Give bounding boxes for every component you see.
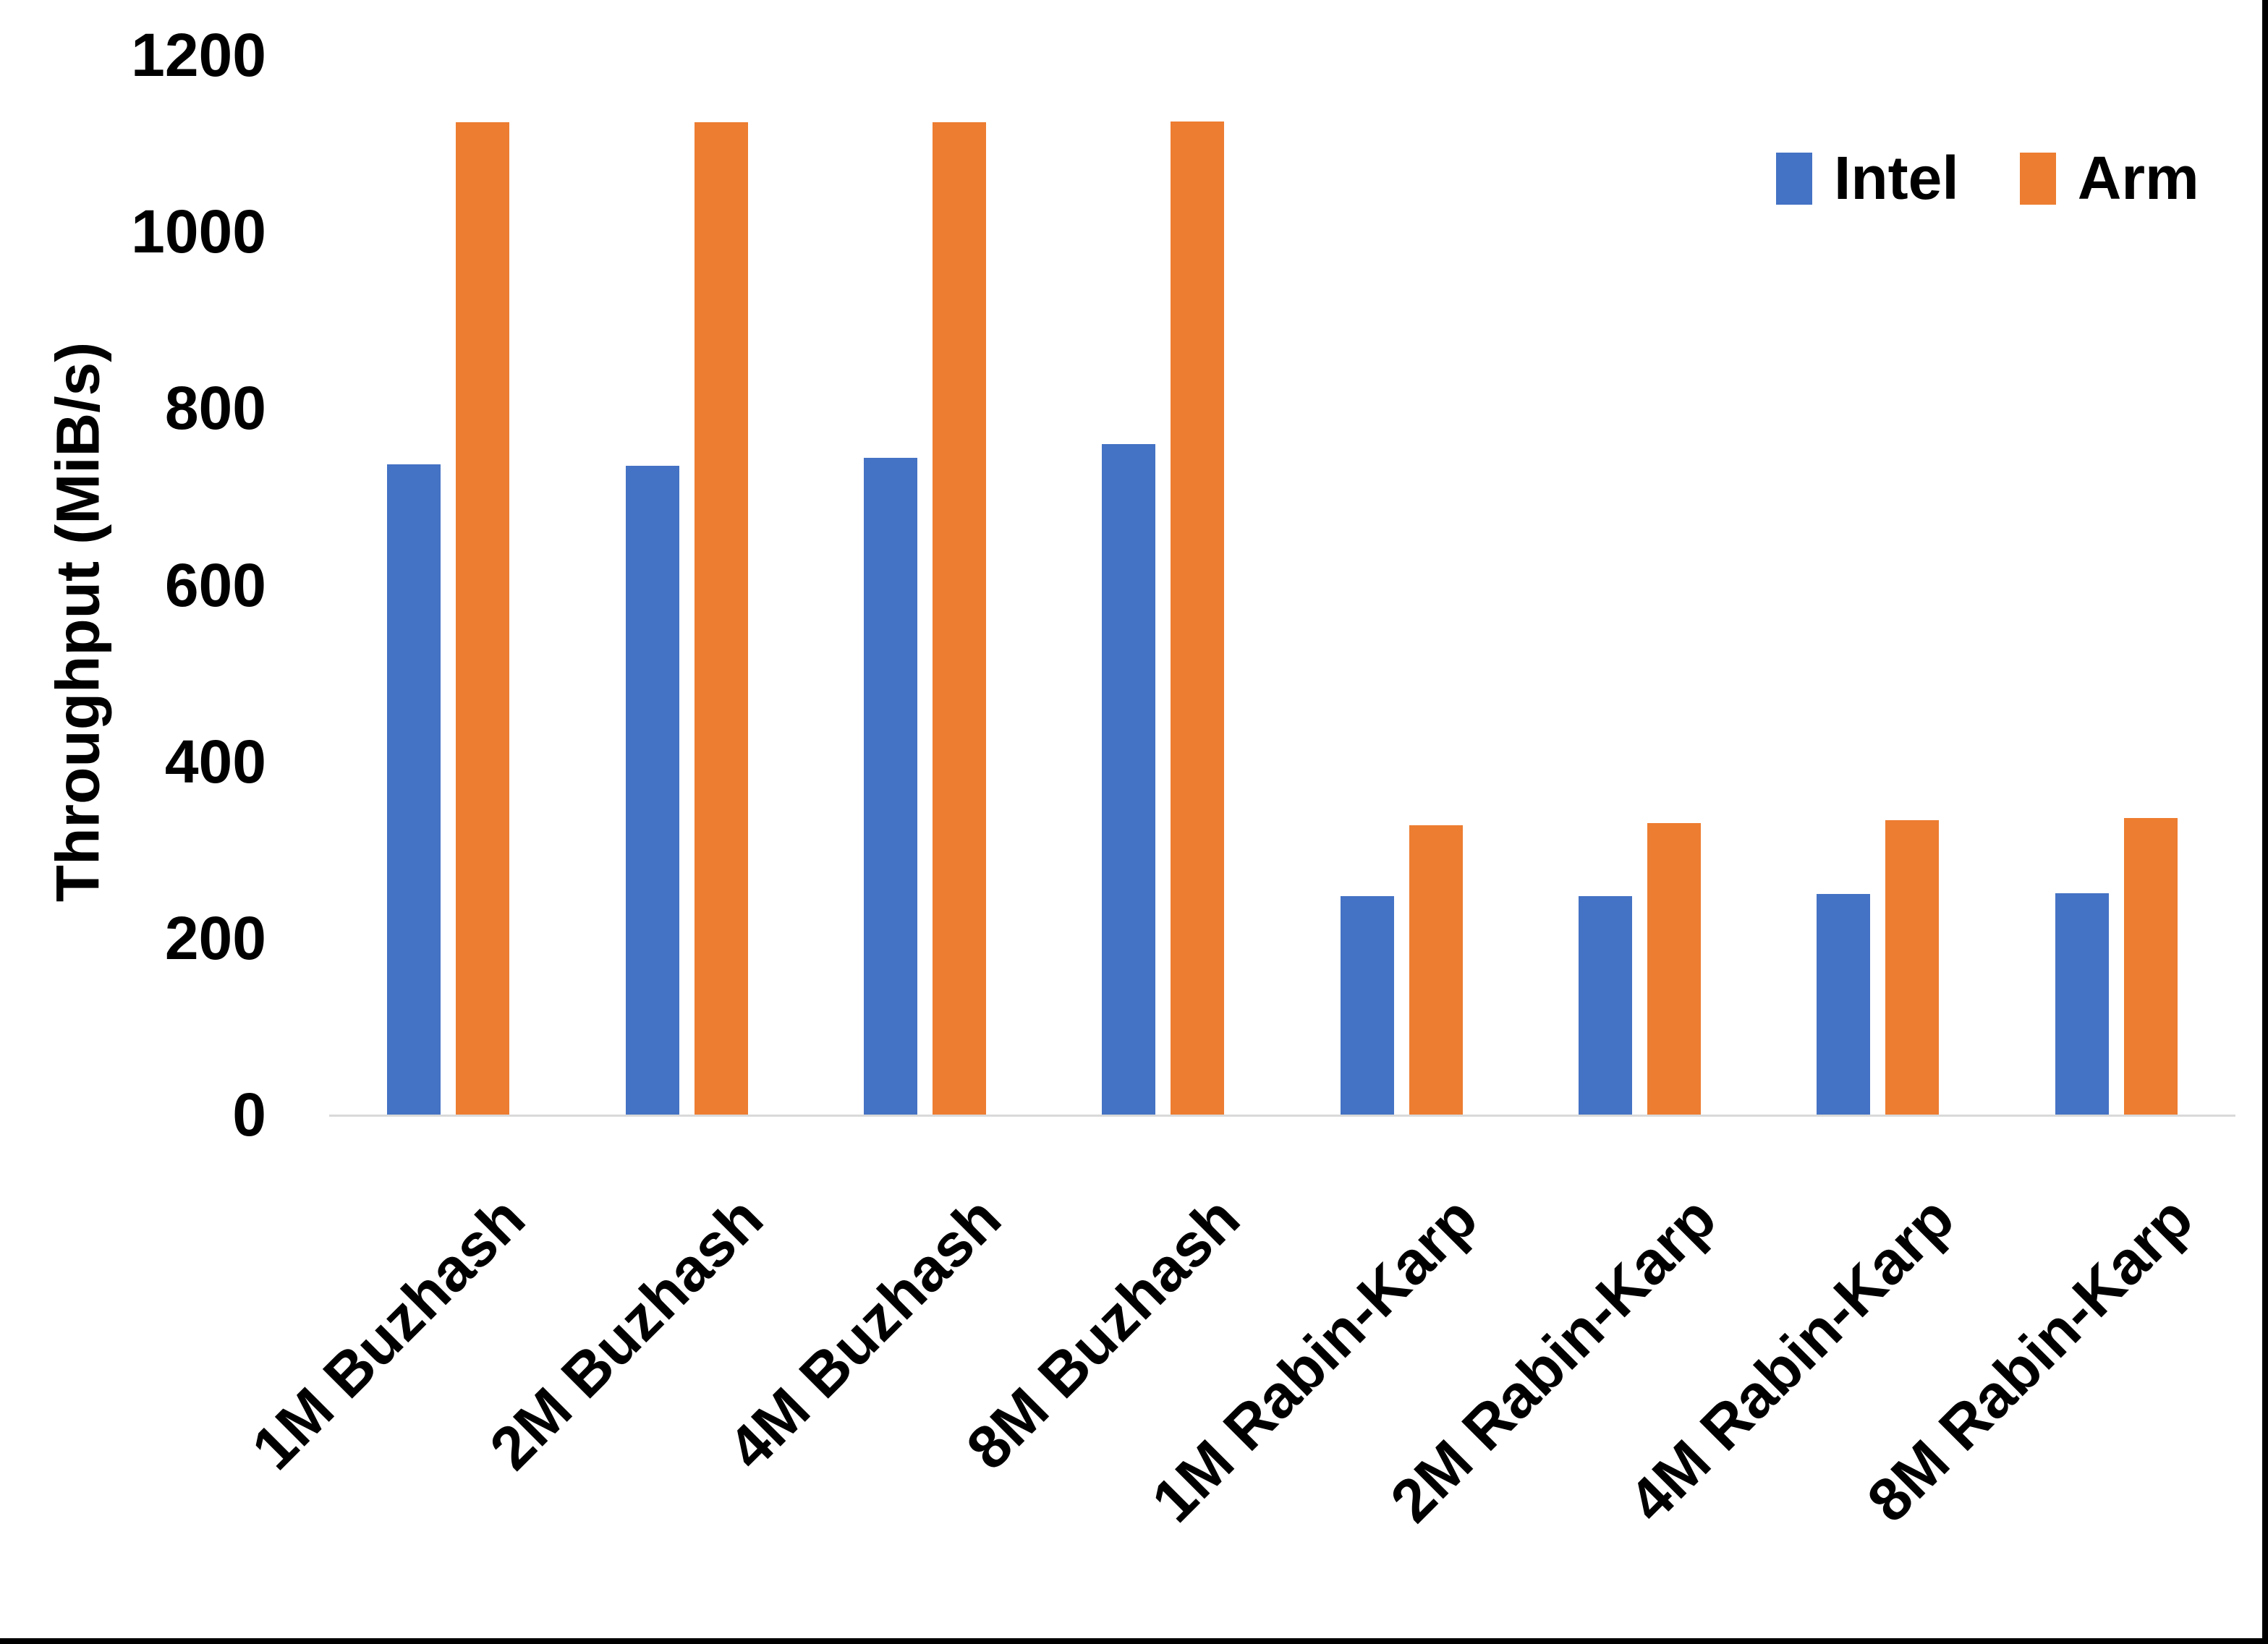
bar-arm-2m-rabin-karp [1647, 823, 1702, 1115]
y-tick-800: 800 [164, 374, 266, 443]
y-tick-400: 400 [164, 727, 266, 796]
bottom-border [0, 1638, 2268, 1644]
bar-intel-8m-buzhash [1102, 444, 1156, 1115]
bar-intel-4m-rabin-karp [1817, 893, 1871, 1115]
bar-arm-1m-buzhash [456, 122, 510, 1115]
bar-intel-8m-rabin-karp [2055, 893, 2109, 1115]
bar-arm-8m-buzhash [1171, 121, 1225, 1115]
right-border [2262, 0, 2268, 1644]
legend-label-intel: Intel [1834, 144, 1959, 212]
y-tick-600: 600 [164, 550, 266, 619]
bar-intel-4m-buzhash [863, 457, 917, 1115]
y-tick-1000: 1000 [131, 197, 266, 266]
bar-intel-1m-buzhash [387, 464, 441, 1115]
legend-label-arm: Arm [2077, 144, 2199, 212]
bar-intel-2m-rabin-karp [1579, 896, 1633, 1115]
legend-item-intel: Intel [1776, 143, 1959, 213]
bar-arm-4m-buzhash [932, 122, 986, 1115]
bar-arm-8m-rabin-karp [2123, 817, 2178, 1115]
legend: Intel Arm [1776, 143, 2199, 213]
bar-arm-4m-rabin-karp [1885, 820, 1940, 1115]
legend-swatch-intel [1776, 152, 1812, 205]
bar-intel-2m-buzhash [625, 465, 679, 1115]
legend-item-arm: Arm [2019, 143, 2199, 213]
legend-swatch-arm [2019, 152, 2056, 205]
y-tick-0: 0 [232, 1081, 266, 1149]
y-tick-1200: 1200 [131, 21, 266, 89]
bar-arm-2m-buzhash [694, 122, 748, 1115]
bar-arm-1m-rabin-karp [1409, 825, 1463, 1115]
x-axis-line [329, 1115, 2235, 1117]
y-tick-200: 200 [164, 903, 266, 972]
bar-intel-1m-rabin-karp [1340, 896, 1394, 1115]
